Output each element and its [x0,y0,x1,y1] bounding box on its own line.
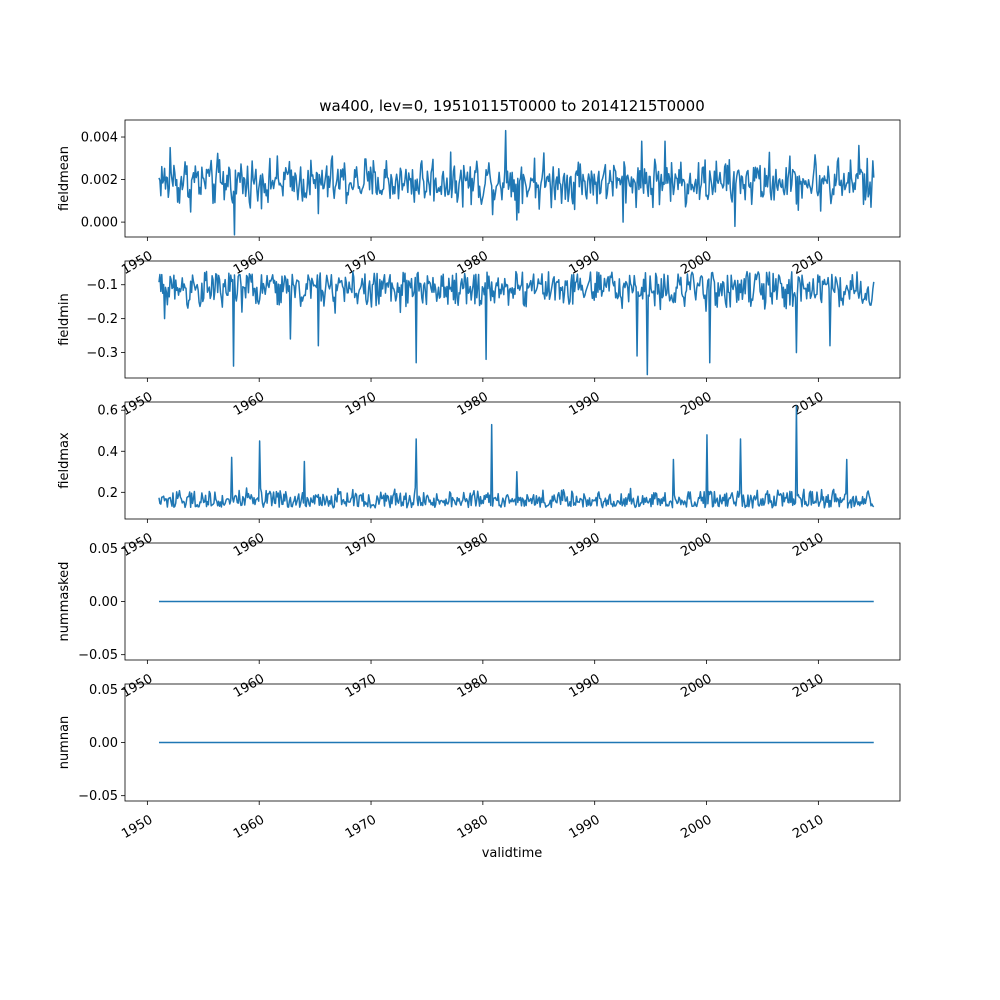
figure-title: wa400, lev=0, 19510115T0000 to 20141215T… [319,97,705,115]
fieldmax-ytick-label: 0.4 [97,445,118,460]
fieldmin-ytick-label: −0.1 [86,278,118,293]
fieldmax-y-axis-label: fieldmax [57,432,72,489]
fieldmean-ytick-label: 0.000 [81,216,118,231]
fieldmin-axes-frame [124,260,901,379]
fieldmin-series-line [158,270,875,376]
numnan-ytick-label: 0.05 [89,683,118,698]
numnan-ytick-label: 0.00 [89,736,118,751]
fieldmax-axes-frame [124,401,901,520]
fieldmean-ytick-label: 0.002 [81,173,118,188]
fieldmean-y-axis-label: fieldmean [57,146,72,211]
fieldmax-series-line [158,405,875,509]
x-axis-label: validtime [482,846,543,861]
numnan-ytick-label: −0.05 [78,789,118,804]
fieldmin-y-axis-label: fieldmin [57,293,72,346]
fieldmax-ytick-label: 0.6 [97,404,118,419]
fieldmean-series-line [158,129,875,236]
nummasked-ytick-label: 0.05 [89,542,118,557]
numnan-y-axis-label: numnan [57,716,72,770]
nummasked-ytick-label: 0.00 [89,595,118,610]
fieldmin-ytick-label: −0.2 [86,312,118,327]
nummasked-ytick-label: −0.05 [78,648,118,663]
fieldmin-ytick-label: −0.3 [86,346,118,361]
fieldmean-axes-frame [124,119,901,238]
nummasked-y-axis-label: nummasked [57,562,72,642]
fieldmax-ytick-label: 0.2 [97,486,118,501]
fieldmean-ytick-label: 0.004 [81,131,118,146]
